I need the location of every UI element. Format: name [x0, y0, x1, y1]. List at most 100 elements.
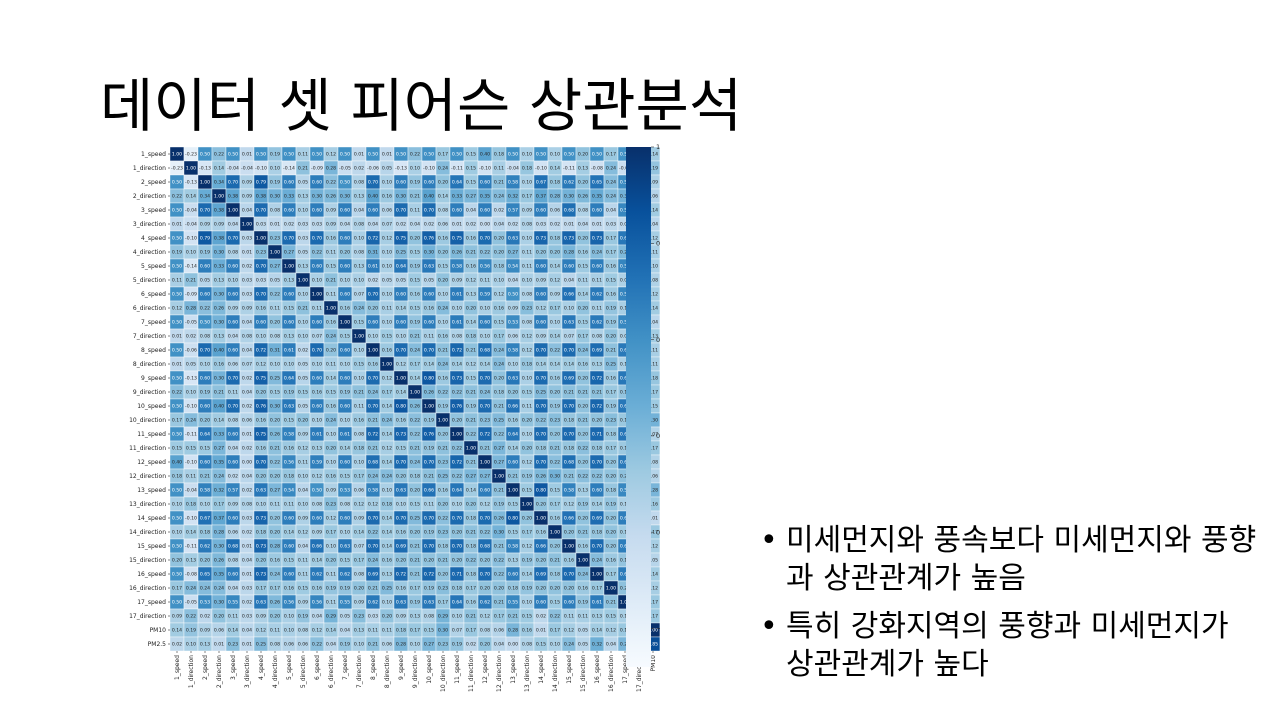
cell-value-label: 0.15 — [326, 390, 336, 396]
cell-value-label: 0.10 — [452, 614, 462, 620]
cell-value-label: 0.21 — [298, 306, 308, 312]
cell-value-label: 0.18 — [550, 572, 560, 578]
cell-value-label: 0.80 — [396, 404, 406, 410]
cell-value-label: 0.14 — [326, 376, 336, 382]
cell-value-label: 0.20 — [578, 236, 588, 242]
cell-value-label: 0.17 — [592, 586, 602, 592]
cell-value-label: 0.75 — [396, 236, 406, 242]
cell-value-label: 0.26 — [578, 194, 588, 200]
cell-value-label: 0.01 — [172, 222, 182, 228]
cell-value-label: 0.04 — [312, 614, 322, 620]
cell-value-label: 0.26 — [410, 404, 420, 410]
cell-value-label: 0.22 — [200, 306, 210, 312]
cell-value-label: 0.57 — [508, 208, 518, 214]
cell-value-label: -0.10 — [423, 166, 435, 172]
cell-value-label: 0.13 — [578, 488, 588, 494]
cell-value-label: 0.10 — [522, 152, 532, 158]
cell-value-label: 0.15 — [438, 264, 448, 270]
cell-value-label: 0.20 — [256, 390, 266, 396]
cell-value-label: 0.12 — [354, 502, 364, 508]
cell-value-label: 0.15 — [606, 278, 616, 284]
cell-value-label: 0.22 — [466, 432, 476, 438]
cell-value-label: 0.20 — [578, 432, 588, 438]
cell-value-label: 0.20 — [200, 418, 210, 424]
cell-value-label: 0.13 — [214, 334, 224, 340]
cell-value-label: 0.21 — [466, 250, 476, 256]
cell-value-label: 0.24 — [326, 418, 336, 424]
cell-value-label: 0.30 — [396, 194, 406, 200]
cell-value-label: 0.20 — [606, 544, 616, 550]
cell-value-label: 0.53 — [200, 600, 210, 606]
cell-value-label: 0.40 — [214, 404, 224, 410]
cell-value-label: 0.06 — [214, 628, 224, 634]
cell-value-label: 0.70 — [536, 348, 546, 354]
row-tick-label: 8_direction — [133, 361, 166, 368]
cell-value-label: 0.05 — [270, 278, 280, 284]
cell-value-label: 0.10 — [354, 460, 364, 466]
cell-value-label: 0.13 — [354, 264, 364, 270]
cell-value-label: 0.20 — [578, 180, 588, 186]
col-tick-label: 16_direction — [608, 655, 615, 692]
row-tick-label: 16_speed — [137, 571, 166, 578]
cell-value-label: 1.00 — [508, 488, 518, 494]
cell-value-label: 0.05 — [200, 278, 210, 284]
col-tick-label: 4_speed — [258, 655, 265, 680]
cell-value-label: 0.50 — [508, 292, 518, 298]
cell-value-label: 0.22 — [536, 418, 546, 424]
cell-value-label: 0.21 — [578, 418, 588, 424]
cell-value-label: 0.14 — [214, 166, 224, 172]
cell-value-label: 0.12 — [522, 460, 532, 466]
cell-value-label: 0.70 — [564, 432, 574, 438]
cell-value-label: 0.50 — [452, 152, 462, 158]
cell-value-label: 0.12 — [326, 152, 336, 158]
cell-value-label: 0.62 — [368, 600, 378, 606]
cell-value-label: 0.10 — [480, 334, 490, 340]
cell-value-label: 0.01 — [242, 432, 252, 438]
cell-value-label: 0.12 — [606, 628, 616, 634]
cell-value-label: 0.22 — [312, 250, 322, 256]
row-tick-label: PM2.5 — [148, 641, 167, 648]
cell-value-label: 0.22 — [452, 474, 462, 480]
cell-value-label: 0.21 — [592, 390, 602, 396]
cell-value-label: 0.18 — [536, 446, 546, 452]
cell-value-label: 0.15 — [606, 614, 616, 620]
cell-value-label: 0.50 — [620, 152, 630, 158]
cell-value-label: 0.05 — [298, 362, 308, 368]
cell-value-label: 0.09 — [522, 208, 532, 214]
cell-value-label: 0.50 — [200, 320, 210, 326]
row-tick-label: 15_speed — [137, 543, 166, 550]
col-tick-label: 10_speed — [426, 655, 433, 684]
cell-value-label: 0.11 — [368, 628, 378, 634]
cell-value-label: -0.06 — [185, 348, 197, 354]
cell-value-label: 0.01 — [452, 222, 462, 228]
cell-value-label: 0.18 — [284, 474, 294, 480]
cell-value-label: 0.11 — [298, 460, 308, 466]
cell-value-label: 0.50 — [312, 152, 322, 158]
cell-value-label: 0.09 — [256, 614, 266, 620]
cell-value-label: 0.63 — [284, 404, 294, 410]
cell-value-label: 0.16 — [564, 558, 574, 564]
cell-value-label: 0.21 — [368, 642, 378, 648]
cell-value-label: 0.60 — [284, 572, 294, 578]
cell-value-label: 0.69 — [536, 572, 546, 578]
cell-value-label: 0.01 — [242, 152, 252, 158]
row-tick-label: 11_direction — [129, 445, 166, 452]
cell-value-label: 0.11 — [410, 208, 420, 214]
cell-value-label: 0.06 — [242, 418, 252, 424]
cell-value-label: 0.60 — [536, 320, 546, 326]
cell-value-label: 0.09 — [298, 432, 308, 438]
cell-value-label: 1.00 — [312, 292, 322, 298]
col-tick-label: 13_speed — [510, 655, 517, 684]
cell-value-label: 0.70 — [480, 376, 490, 382]
cell-value-label: -0.13 — [199, 166, 211, 172]
cell-value-label: 0.14 — [550, 362, 560, 368]
cell-value-label: 0.21 — [368, 586, 378, 592]
cell-value-label: 0.19 — [340, 390, 350, 396]
cell-value-label: 0.21 — [494, 180, 504, 186]
cell-value-label: 0.09 — [228, 306, 238, 312]
cell-value-label: 0.60 — [312, 180, 322, 186]
cell-value-label: 0.13 — [578, 166, 588, 172]
cell-value-label: 0.08 — [270, 208, 280, 214]
cell-value-label: 0.20 — [494, 250, 504, 256]
col-tick-label: 12_speed — [482, 655, 489, 684]
